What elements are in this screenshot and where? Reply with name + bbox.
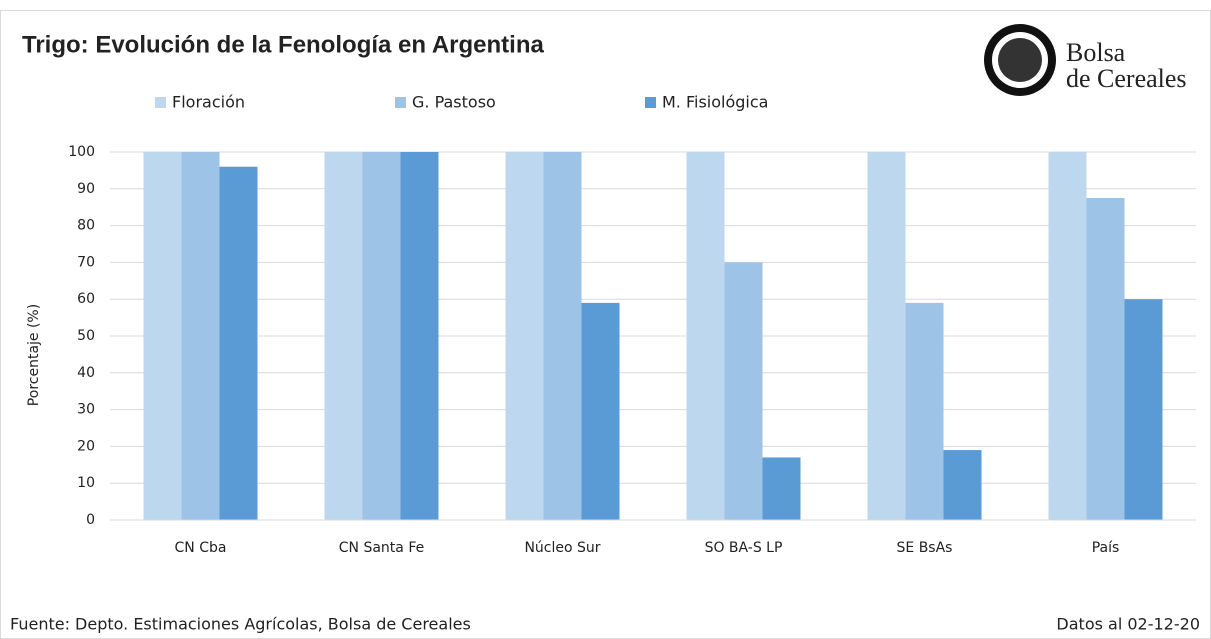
legend-swatch: [155, 97, 166, 108]
bar: [762, 457, 801, 520]
y-tick-label: 90: [77, 181, 95, 197]
logo-text: Bolsa: [1066, 38, 1126, 67]
bar: [1124, 299, 1163, 520]
bar: [905, 302, 944, 520]
x-tick-label: SE BsAs: [897, 540, 953, 556]
x-tick-label: SO BA-S LP: [705, 540, 783, 556]
bar: [686, 152, 725, 520]
date-note: Datos al 02-12-20: [1056, 615, 1200, 634]
bar: [324, 152, 363, 520]
chart-title: Trigo: Evolución de la Fenología en Arge…: [22, 31, 544, 58]
logo: Bolsa de Cereales: [984, 24, 1187, 96]
legend-label: G. Pastoso: [412, 93, 496, 112]
bar: [1048, 152, 1087, 520]
source-note: Fuente: Depto. Estimaciones Agrícolas, B…: [10, 615, 471, 634]
bar: [543, 152, 582, 520]
logo-seal-figure: [998, 38, 1042, 82]
bar: [400, 152, 439, 520]
y-tick-label: 60: [77, 291, 95, 307]
y-tick-label: 40: [77, 365, 95, 381]
x-tick-label: Núcleo Sur: [524, 540, 600, 556]
x-tick-label: CN Santa Fe: [339, 540, 424, 556]
bar: [505, 152, 544, 520]
bar: [867, 152, 906, 520]
x-tick-label: CN Cba: [175, 540, 227, 556]
bar: [143, 152, 182, 520]
legend-swatch: [395, 97, 406, 108]
y-tick-label: 100: [68, 144, 95, 160]
logo-text: de Cereales: [1066, 64, 1187, 93]
y-tick-label: 70: [77, 254, 95, 270]
legend-label: Floración: [172, 93, 245, 112]
y-tick-label: 50: [77, 328, 95, 344]
bar: [362, 152, 401, 520]
y-tick-label: 0: [86, 512, 95, 528]
legend-swatch: [645, 97, 656, 108]
x-tick-label: País: [1092, 540, 1120, 556]
bar: [943, 450, 982, 520]
legend-label: M. Fisiológica: [662, 93, 768, 112]
bar: [219, 166, 258, 520]
bar: [181, 152, 220, 520]
y-axis-label: Porcentaje (%): [26, 304, 42, 406]
y-tick-label: 80: [77, 218, 95, 234]
y-tick-label: 20: [77, 438, 95, 454]
y-tick-label: 30: [77, 402, 95, 418]
bar: [581, 302, 620, 520]
bar: [1086, 198, 1125, 520]
y-tick-label: 10: [77, 475, 95, 491]
bar: [724, 262, 763, 520]
